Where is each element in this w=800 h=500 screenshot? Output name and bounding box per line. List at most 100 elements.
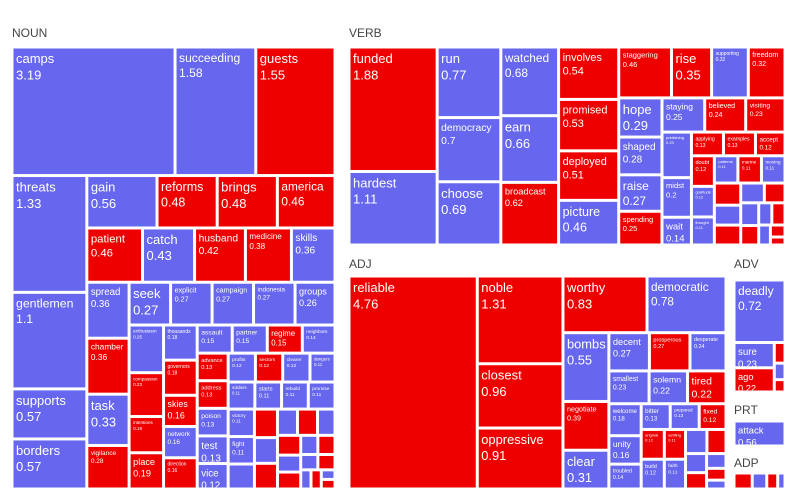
treemap-cell-rect[interactable] [349, 276, 477, 489]
treemap-cell-rect[interactable] [87, 228, 143, 282]
treemap-cell[interactable]: hardest 1.11 [349, 171, 437, 245]
treemap-cell-rect[interactable] [755, 132, 785, 156]
treemap-cell-rect[interactable] [641, 404, 670, 429]
treemap-cell-rect[interactable] [129, 373, 164, 417]
treemap-cell[interactable] [301, 470, 311, 489]
treemap-cell-rect[interactable] [212, 282, 254, 325]
treemap-cell-rect[interactable] [197, 408, 228, 436]
treemap-cell-rect[interactable] [228, 409, 254, 437]
treemap-cell-rect[interactable] [197, 325, 232, 353]
treemap-cell[interactable] [764, 183, 785, 203]
treemap-cell[interactable] [752, 473, 767, 489]
treemap-cell-rect[interactable] [282, 382, 308, 409]
treemap-cell[interactable]: ago 0.22 [734, 368, 774, 394]
treemap-cell-rect[interactable] [477, 364, 563, 428]
treemap-cell[interactable] [767, 473, 778, 489]
treemap-cell-rect[interactable] [254, 463, 277, 489]
treemap-cell-rect[interactable] [143, 228, 195, 282]
treemap-cell-rect[interactable] [217, 176, 277, 228]
treemap-cell[interactable]: involves 0.54 [559, 47, 619, 99]
treemap-cell-rect[interactable] [129, 417, 164, 453]
treemap-cell-rect[interactable] [752, 473, 767, 489]
treemap-cell[interactable] [770, 237, 785, 245]
treemap-cell-rect[interactable] [197, 381, 228, 408]
treemap-cell[interactable] [774, 380, 785, 392]
treemap-cell-rect[interactable] [662, 132, 691, 178]
treemap-cell-rect[interactable] [12, 439, 87, 489]
treemap-cell[interactable] [318, 435, 335, 455]
treemap-cell[interactable]: test 0.13 [197, 436, 228, 465]
treemap-cell-rect[interactable] [302, 325, 335, 353]
treemap-cell-rect[interactable] [641, 429, 664, 459]
treemap-cell-rect[interactable] [349, 47, 437, 171]
treemap-cell-rect[interactable] [437, 47, 501, 118]
treemap-cell-rect[interactable] [477, 276, 563, 364]
treemap-cell-rect[interactable] [699, 404, 726, 429]
treemap-cell-rect[interactable] [774, 380, 785, 392]
treemap-cell-rect[interactable] [563, 401, 609, 450]
treemap-cell[interactable] [301, 455, 318, 470]
treemap-cell[interactable] [277, 409, 297, 435]
treemap-cell[interactable] [759, 203, 772, 225]
treemap-cell-rect[interactable] [712, 47, 748, 98]
treemap-cell-rect[interactable] [12, 47, 175, 176]
treemap-cell-rect[interactable] [609, 371, 649, 404]
treemap-cell-rect[interactable] [619, 137, 662, 175]
treemap-cell-rect[interactable] [691, 186, 714, 217]
treemap-cell-rect[interactable] [662, 178, 691, 217]
treemap-cell-rect[interactable] [707, 480, 726, 489]
treemap-cell-rect[interactable] [255, 382, 282, 409]
treemap-cell-rect[interactable] [649, 371, 688, 404]
treemap-cell-rect[interactable] [301, 455, 318, 470]
treemap-cell-rect[interactable] [691, 132, 723, 156]
treemap-cell-rect[interactable] [707, 454, 726, 468]
treemap-cell-rect[interactable] [195, 228, 245, 282]
treemap-cell-rect[interactable] [501, 116, 559, 182]
treemap-cell-rect[interactable] [12, 389, 87, 439]
treemap-cell-rect[interactable] [129, 453, 164, 489]
treemap-cell-rect[interactable] [318, 455, 335, 470]
treemap-cell-rect[interactable] [321, 470, 335, 479]
treemap-cell-rect[interactable] [164, 360, 197, 395]
treemap-cell-rect[interactable] [774, 343, 785, 363]
treemap-cell-rect[interactable] [87, 445, 129, 489]
treemap-cell-rect[interactable] [255, 353, 283, 382]
treemap-cell[interactable] [741, 226, 759, 245]
treemap-cell-rect[interactable] [767, 473, 778, 489]
treemap-cell-rect[interactable] [477, 428, 563, 489]
treemap-cell-rect[interactable] [254, 438, 277, 463]
treemap-cell-rect[interactable] [741, 226, 759, 245]
treemap-cell-rect[interactable] [741, 203, 759, 226]
treemap-cell[interactable] [277, 455, 301, 472]
